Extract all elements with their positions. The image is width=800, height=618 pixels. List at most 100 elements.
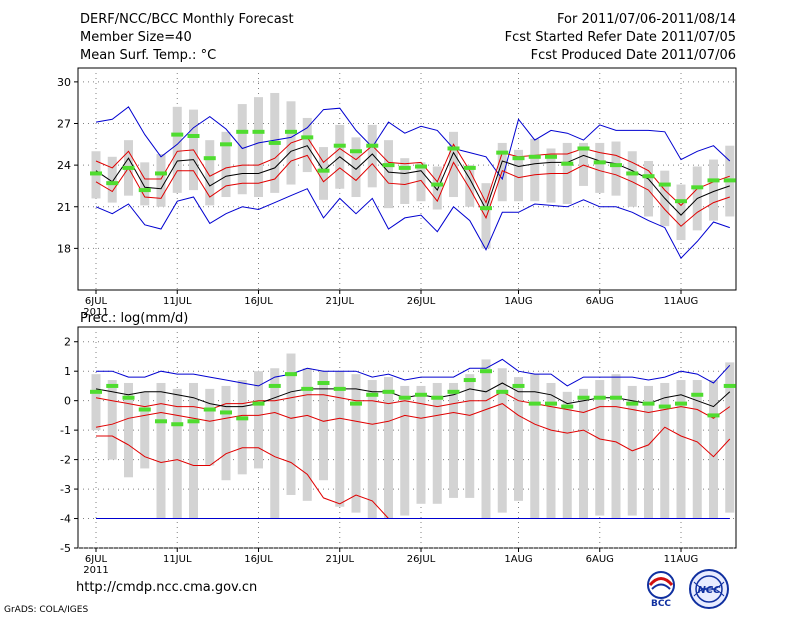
observed-marker — [723, 383, 736, 388]
x-tick-label: 21JUL — [325, 296, 354, 307]
observed-marker — [496, 150, 509, 155]
spread-box — [270, 368, 280, 519]
observed-marker — [203, 407, 216, 412]
spread-box — [254, 371, 263, 469]
observed-marker — [675, 401, 687, 406]
spread-box — [416, 162, 426, 202]
svg-text:BCC: BCC — [651, 599, 671, 609]
observed-marker — [480, 206, 492, 211]
forecast-period: For 2011/07/06-2011/08/14 — [557, 12, 736, 27]
y-tick-label: -3 — [60, 483, 71, 496]
member-size-label: Member Size=40 — [80, 30, 192, 45]
spread-box — [546, 148, 556, 203]
x-tick-label: 26JUL — [407, 296, 436, 307]
y-tick-label: 0 — [64, 395, 71, 408]
spread-box — [400, 158, 410, 204]
observed-marker — [382, 389, 395, 394]
observed-marker — [285, 372, 297, 377]
observed-marker — [480, 369, 492, 374]
observed-marker — [236, 129, 249, 134]
spread-box — [140, 162, 150, 206]
spread-box — [367, 380, 377, 519]
series-line-min — [95, 188, 730, 259]
observed-marker — [626, 171, 639, 176]
fcst-produced-date: Fcst Produced Date 2011/07/06 — [530, 48, 736, 63]
spread-box — [205, 140, 215, 206]
spread-box — [367, 124, 377, 188]
observed-marker — [106, 383, 119, 388]
observed-marker — [252, 129, 265, 134]
spread-box — [124, 382, 133, 478]
spread-box — [481, 359, 491, 519]
spread-box — [627, 151, 637, 207]
observed-marker — [642, 174, 655, 179]
spread-box — [449, 131, 458, 198]
observed-marker — [187, 419, 200, 424]
x-tick-label: 16JUL — [244, 554, 273, 565]
observed-marker — [545, 401, 557, 406]
y-tick-label: 27 — [57, 118, 71, 131]
observed-marker — [593, 160, 606, 165]
observed-marker — [236, 416, 249, 421]
observed-marker — [155, 171, 167, 176]
observed-marker — [691, 185, 704, 190]
observed-marker — [398, 395, 411, 400]
x-tick-label: 6AUG — [586, 554, 614, 565]
spread-box — [611, 374, 621, 519]
observed-marker — [301, 386, 314, 391]
observed-marker — [528, 154, 541, 159]
observed-marker — [561, 161, 574, 166]
spread-box — [107, 156, 117, 203]
spread-box — [221, 131, 231, 198]
y-tick-label: 21 — [57, 201, 71, 214]
ncc-logo: NCC — [689, 569, 729, 609]
y-tick-label: -1 — [60, 424, 71, 437]
series-line-max — [96, 358, 731, 387]
observed-marker — [577, 395, 590, 400]
observed-marker — [675, 199, 687, 204]
spread-box — [709, 380, 718, 519]
observed-marker — [122, 165, 135, 170]
y-tick-label: 30 — [57, 76, 71, 89]
spread-box — [595, 380, 605, 516]
observed-marker — [463, 165, 476, 170]
chart-title: DERF/NCC/BCC Monthly Forecast — [80, 12, 294, 27]
observed-marker — [496, 389, 509, 394]
observed-marker — [398, 165, 411, 170]
y-tick-label: -2 — [60, 454, 71, 467]
observed-marker — [138, 407, 151, 412]
spread-box — [302, 117, 312, 173]
spread-box — [465, 165, 475, 207]
observed-marker — [545, 154, 557, 159]
x-year-label: 2011 — [83, 307, 108, 318]
variable-label-bottom: Prec.: log(mm/d) — [80, 311, 188, 326]
spread-box — [611, 141, 621, 196]
x-tick-label: 26JUL — [407, 554, 436, 565]
spread-box — [432, 382, 442, 504]
spread-box — [205, 388, 215, 466]
x-tick-label: 6JUL — [85, 554, 108, 565]
spread-box — [514, 149, 523, 202]
spread-box — [286, 353, 296, 495]
observed-marker — [366, 143, 379, 148]
source-url[interactable]: http://cmdp.ncc.cma.gov.cn — [76, 580, 258, 595]
spread-box — [302, 368, 312, 501]
x-tick-label: 6AUG — [586, 296, 614, 307]
spread-box — [351, 137, 361, 198]
observed-marker — [431, 395, 444, 400]
observed-marker — [317, 168, 330, 173]
observed-marker — [252, 401, 265, 406]
spread-box — [660, 382, 670, 519]
spread-box — [579, 388, 588, 519]
series-line-upper — [95, 136, 730, 207]
spread-box — [156, 382, 166, 519]
spread-box — [562, 391, 572, 519]
variable-label-top: Mean Surf. Temp.: °C — [80, 48, 217, 63]
observed-marker — [447, 389, 460, 394]
observed-marker — [691, 392, 704, 397]
x-tick-label: 11AUG — [664, 554, 699, 565]
observed-marker — [512, 383, 525, 388]
observed-marker — [317, 380, 330, 385]
observed-marker — [285, 129, 297, 134]
observed-marker — [382, 163, 395, 168]
